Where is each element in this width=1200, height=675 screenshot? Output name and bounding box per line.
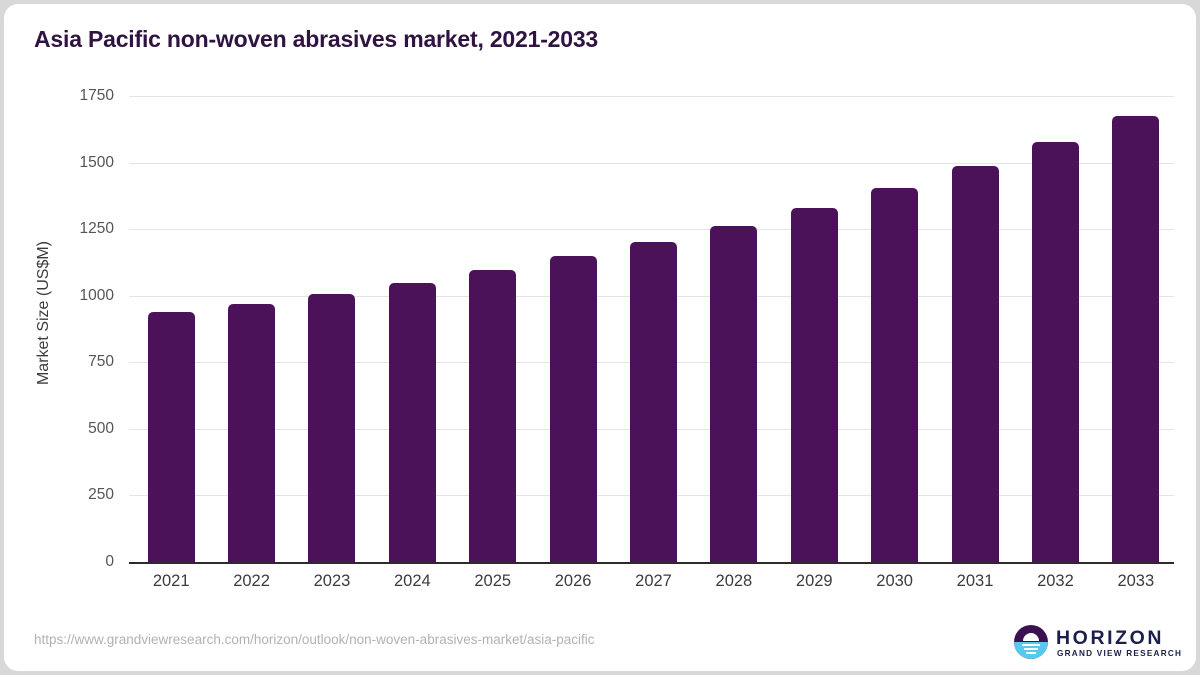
gridline [129,229,1174,231]
x-tick-label-2032: 2032 [1037,572,1074,590]
bar-2026[interactable] [549,256,597,562]
chart-card: Asia Pacific non-woven abrasives market,… [4,4,1196,671]
x-tick-label-2033: 2033 [1117,572,1155,590]
x-axis-line [129,562,1174,564]
logo-wordmark: HORIZON [1056,627,1165,649]
page-title: Asia Pacific non-woven abrasives market,… [34,26,599,52]
bar-2021[interactable] [147,311,195,562]
logo-ray-1 [1022,644,1040,646]
bar-2031[interactable] [951,165,999,562]
logo-sea-shape [1014,642,1048,659]
logo-tagline: GRAND VIEW RESEARCH [1057,649,1183,658]
bar-2027[interactable] [630,241,677,562]
horizon-logo: HORIZON GRAND VIEW RESEARCH [1014,622,1181,662]
y-tick-label: 1500 [79,153,114,171]
logo-ray-3 [1026,652,1036,654]
x-tick-label-2024: 2024 [393,572,431,590]
logo-ray-2 [1024,648,1038,650]
bar-2024[interactable] [388,282,436,562]
y-axis-title: Market Size (US$M) [35,240,52,386]
y-tick-label: 250 [88,486,114,504]
y-tick-label: 1000 [79,286,114,304]
bar-2022[interactable] [228,303,276,562]
bar-chart-plot-area: Market Size (US$M) 0 250 500 750 1000 1250 150… [4,4,1196,671]
x-tick-label-2023: 2023 [313,572,351,590]
bar-2025[interactable] [469,269,517,562]
gridline [129,96,1174,97]
x-tick-label-2029: 2029 [795,572,833,590]
bar-2032[interactable] [1031,142,1079,562]
bar-2023[interactable] [308,293,356,562]
logo-sun-shape [1023,633,1039,641]
bar-2033[interactable] [1112,115,1160,562]
bar-2028[interactable] [710,225,758,562]
bar-2029[interactable] [790,207,838,562]
x-tick-label-2022: 2022 [233,572,270,590]
y-tick-label: 1750 [79,87,114,104]
x-tick-label-2027: 2027 [635,572,672,590]
x-tick-label-2028: 2028 [715,572,753,590]
x-tick-label-2030: 2030 [876,572,913,590]
bar-2030[interactable] [871,187,919,562]
gridline [129,162,1174,164]
source-url[interactable]: https://www.grandviewresearch.com/horizo… [34,632,595,647]
x-tick-label-2026: 2026 [554,572,592,590]
y-tick-label: 500 [88,419,114,437]
horizon-sun-circle-icon [1014,625,1048,659]
x-tick-label-2025: 2025 [474,572,512,590]
x-tick-label-2031: 2031 [956,572,994,590]
y-tick-label: 0 [105,553,114,570]
y-tick-label: 1250 [79,220,114,238]
y-tick-label: 750 [88,353,114,371]
x-tick-label-2021: 2021 [152,572,190,590]
